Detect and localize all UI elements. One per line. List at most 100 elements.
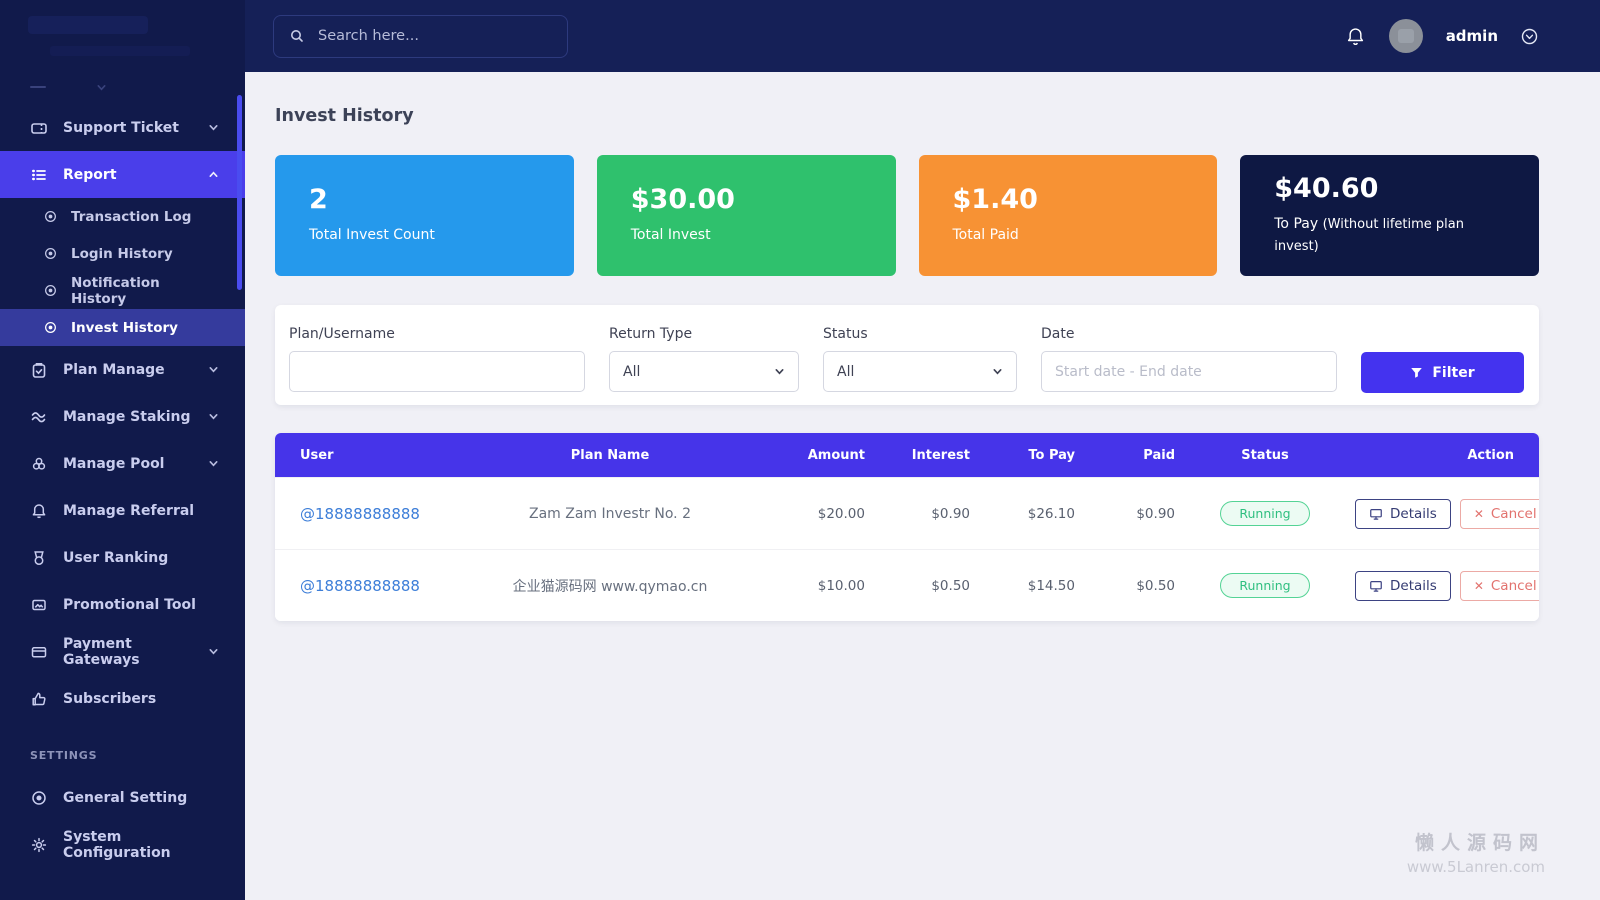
monitor-icon	[1369, 579, 1383, 593]
interest-cell: $0.50	[931, 577, 970, 594]
avatar[interactable]	[1388, 19, 1423, 53]
sidebar-item-label: Plan Manage	[63, 361, 165, 378]
plan-username-label: Plan/Username	[289, 326, 395, 342]
paid-cell: $0.50	[1136, 577, 1175, 594]
sidebar-item-report[interactable]: Report	[0, 151, 245, 198]
details-button-label: Details	[1390, 577, 1437, 594]
interest-cell: $0.90	[931, 505, 970, 522]
chevron-down-icon	[208, 364, 219, 375]
sidebar-item-label: Promotional Tool	[63, 596, 196, 613]
waves-icon	[30, 408, 48, 426]
search-box[interactable]	[273, 14, 568, 58]
sidebar-item-general-setting[interactable]: General Setting	[0, 774, 245, 821]
col-header-user: User	[300, 447, 334, 463]
stat-label-note: (Without lifetime plan invest)	[1274, 217, 1464, 254]
to-pay-cell: $14.50	[1027, 577, 1075, 594]
chevron-down-icon	[774, 366, 785, 377]
amount-cell: $10.00	[817, 577, 865, 594]
monitor-icon	[1369, 507, 1383, 521]
cancel-button[interactable]: ✕ Cancel	[1459, 570, 1539, 601]
search-icon	[289, 28, 305, 44]
col-header-paid: Paid	[1143, 447, 1175, 463]
col-header-interest: Interest	[911, 447, 970, 463]
logo-placeholder	[0, 0, 245, 70]
return-type-value: All	[623, 363, 641, 380]
stat-cards: 2 Total Invest Count $30.00 Total Invest…	[275, 155, 1539, 276]
sidebar-item-label: System Configuration	[63, 828, 171, 861]
stat-value: 2	[309, 184, 328, 216]
stat-card-total-paid: $1.40 Total Paid	[918, 155, 1218, 276]
username-label: admin	[1445, 27, 1498, 45]
status-value: All	[837, 363, 855, 380]
cancel-button-label: Cancel	[1490, 577, 1537, 594]
sidebar-item-login-history[interactable]: Login History	[0, 235, 245, 272]
main-content: Invest History 2 Total Invest Count $30.…	[245, 72, 1600, 900]
settings-section-header: SETTINGS	[30, 749, 98, 762]
sidebar-item-system-configuration[interactable]: System Configuration	[0, 821, 245, 868]
col-header-amount: Amount	[807, 447, 865, 463]
sidebar-item-label: User Ranking	[63, 549, 169, 566]
sidebar: Support Ticket Report Transaction Log Lo…	[0, 0, 245, 900]
sidebar-item-subscribers[interactable]: Subscribers	[0, 675, 245, 722]
details-button[interactable]: Details	[1355, 570, 1451, 601]
table-row: @18888888888 企业猫源码网 www.qymao.cn $10.00 …	[275, 549, 1539, 621]
sidebar-item-invest-history[interactable]: Invest History	[0, 309, 245, 346]
sidebar-item-transaction-log[interactable]: Transaction Log	[0, 198, 245, 235]
stat-card-total-invest: $30.00 Total Invest	[596, 155, 896, 276]
invest-table: User Plan Name Amount Interest To Pay Pa…	[275, 433, 1539, 621]
stat-card-total-invest-count: 2 Total Invest Count	[275, 155, 574, 276]
submenu-label: Notification History	[71, 274, 160, 307]
sidebar-item-label: Manage Pool	[63, 455, 165, 472]
sidebar-item-notification-history[interactable]: Notification History	[0, 272, 245, 309]
col-header-to-pay: To Pay	[1028, 447, 1075, 463]
chevron-down-icon	[208, 646, 219, 657]
user-link[interactable]: @18888888888	[300, 504, 420, 523]
submenu-label: Invest History	[71, 319, 178, 336]
paid-cell: $0.90	[1136, 505, 1175, 522]
thumbs-up-icon	[30, 690, 48, 708]
sidebar-item-plan-manage[interactable]: Plan Manage	[0, 346, 245, 393]
return-type-select[interactable]: All	[609, 351, 799, 392]
bell-icon[interactable]	[1345, 26, 1366, 47]
bullet-circle-icon	[43, 320, 58, 335]
col-header-status: Status	[1241, 447, 1289, 463]
medal-icon	[30, 549, 48, 567]
sidebar-item-label: Subscribers	[63, 690, 157, 707]
cancel-button[interactable]: ✕ Cancel	[1459, 498, 1539, 529]
bullet-circle-icon	[43, 283, 58, 298]
sidebar-item-label: Manage Staking	[63, 408, 191, 425]
submenu-label: Login History	[71, 245, 173, 262]
topbar: admin	[245, 0, 1600, 72]
sidebar-item-support-ticket[interactable]: Support Ticket	[0, 104, 245, 151]
sidebar-item-manage-staking[interactable]: Manage Staking	[0, 393, 245, 440]
sidebar-item-user-ranking[interactable]: User Ranking	[0, 534, 245, 581]
stat-value: $1.40	[952, 184, 1038, 216]
plan-username-input[interactable]	[289, 351, 585, 392]
sidebar-item-promotional-tool[interactable]: Promotional Tool	[0, 581, 245, 628]
status-select[interactable]: All	[823, 351, 1017, 392]
sidebar-item-partial[interactable]	[0, 70, 245, 104]
sidebar-item-manage-pool[interactable]: Manage Pool	[0, 440, 245, 487]
cancel-button-label: Cancel	[1490, 505, 1537, 522]
filter-button[interactable]: Filter	[1361, 352, 1524, 393]
sidebar-item-payment-gateways[interactable]: Payment Gateways	[0, 628, 245, 675]
user-link[interactable]: @18888888888	[300, 576, 420, 595]
chevron-down-icon	[208, 458, 219, 469]
chevron-down-circle-icon[interactable]	[1521, 28, 1538, 45]
stat-label: Total Paid	[952, 227, 1019, 244]
to-pay-cell: $26.10	[1027, 505, 1075, 522]
chevron-down-icon	[208, 122, 219, 133]
col-header-action: Action	[1467, 447, 1514, 463]
plan-name-cell: Zam Zam Investr No. 2	[528, 505, 691, 522]
x-icon: ✕	[1473, 578, 1484, 593]
sidebar-scrollbar[interactable]	[237, 95, 242, 290]
search-input[interactable]	[316, 27, 552, 45]
x-icon: ✕	[1473, 506, 1484, 521]
date-label: Date	[1041, 326, 1075, 342]
date-range-input[interactable]	[1041, 351, 1337, 392]
return-type-label: Return Type	[609, 326, 693, 342]
details-button[interactable]: Details	[1355, 498, 1451, 529]
ticket-icon	[30, 119, 48, 137]
sidebar-item-manage-referral[interactable]: Manage Referral	[0, 487, 245, 534]
referral-bell-icon	[30, 502, 48, 520]
